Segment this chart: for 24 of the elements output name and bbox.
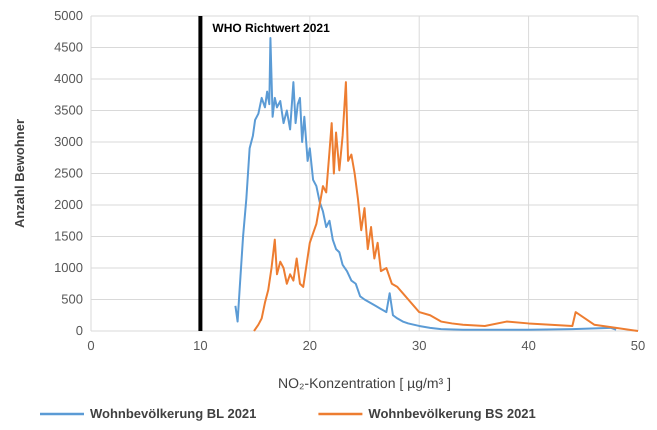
y-tick-label: 0 [76, 323, 83, 338]
x-tick-label: 40 [521, 338, 536, 354]
x-tick-label: 0 [87, 338, 95, 354]
y-axis-title: Anzahl Bewohner [12, 118, 27, 228]
y-tick-label: 3500 [54, 102, 83, 118]
x-axis-title: NO₂-Konzentration [ µg/m³ ] [278, 375, 452, 391]
legend-label: Wohnbevölkerung BS 2021 [368, 406, 536, 421]
x-tick-label: 50 [630, 338, 646, 354]
legend-label: Wohnbevölkerung BL 2021 [90, 406, 256, 421]
y-tick-label: 500 [61, 292, 83, 307]
line-series [234, 37, 618, 331]
y-tick-label: 2000 [54, 197, 83, 212]
ref-line-label: WHO Richtwert 2021 [212, 21, 330, 35]
x-tick-label: 20 [302, 338, 318, 354]
y-tick-label: 4500 [54, 40, 83, 55]
x-tick-label: 10 [193, 338, 208, 354]
y-tick-label: 1500 [54, 228, 83, 244]
y-tick-label: 5000 [54, 8, 83, 24]
y-tick-label: 1000 [54, 260, 83, 276]
y-tick-label: 3000 [54, 134, 83, 150]
x-tick-label: 30 [412, 338, 426, 354]
y-tick-label: 4000 [54, 71, 83, 86]
line-series [253, 81, 639, 332]
y-tick-label: 2500 [54, 166, 83, 181]
